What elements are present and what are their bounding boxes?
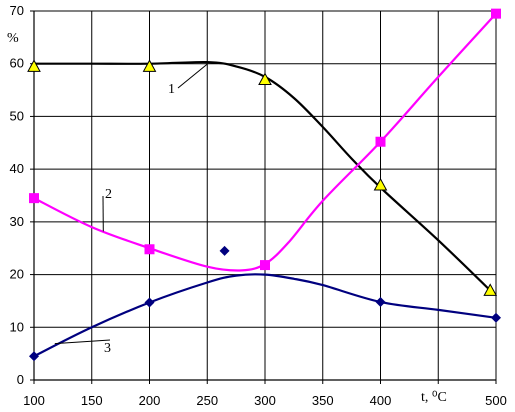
x-tick-label: 350 <box>312 393 334 408</box>
leader-line-3 <box>54 339 111 345</box>
point-series-3 <box>219 245 230 256</box>
point-series-2 <box>491 8 501 19</box>
point-series-2 <box>29 193 39 204</box>
point-series-3 <box>375 296 386 307</box>
x-tick-label: 400 <box>370 393 392 408</box>
point-series-3 <box>491 312 501 323</box>
point-series-1 <box>373 177 388 191</box>
grid <box>33 10 497 381</box>
annotations: % t, ⁰C 1 2 3 <box>7 31 447 405</box>
point-series-1 <box>483 283 498 296</box>
point-series-1 <box>27 59 41 72</box>
series-line-3 <box>33 273 497 358</box>
x-tick-label: 150 <box>81 393 103 408</box>
axes <box>30 10 497 384</box>
point-series-2 <box>260 260 270 271</box>
point-series-3 <box>29 351 39 362</box>
x-tick-label: 300 <box>254 393 276 408</box>
point-series-1 <box>258 72 272 86</box>
y-tick-label: 10 <box>10 319 24 334</box>
x-tick-label: 100 <box>23 393 45 408</box>
point-series-3 <box>144 297 155 308</box>
y-axis-label: % <box>7 31 19 46</box>
y-tick-label: 30 <box>10 214 24 229</box>
point-series-2 <box>375 136 386 147</box>
point-series-1 <box>142 59 157 72</box>
y-tick-label: 0 <box>17 372 24 387</box>
x-tick-label: 200 <box>139 393 161 408</box>
y-tick-label: 60 <box>10 56 24 71</box>
curve-label-3: 3 <box>104 341 111 356</box>
x-tick-label: 250 <box>196 393 218 408</box>
y-tick-label: 20 <box>10 267 24 282</box>
curve-label-1: 1 <box>168 82 175 97</box>
y-tick-label: 70 <box>10 3 24 18</box>
curve-label-2: 2 <box>105 187 112 202</box>
markers <box>27 8 501 362</box>
series-line-1 <box>33 60 491 292</box>
point-series-2 <box>144 244 155 255</box>
y-tick-label: 40 <box>10 161 24 176</box>
y-tick-label: 50 <box>10 108 24 123</box>
leader-line-1 <box>177 63 208 89</box>
x-axis-label: t, ⁰C <box>421 390 447 405</box>
x-tick-label: 500 <box>485 393 507 408</box>
tick-labels: 0 10 20 30 40 50 60 70 100 150 200 250 300 350 400 500 <box>10 3 507 408</box>
